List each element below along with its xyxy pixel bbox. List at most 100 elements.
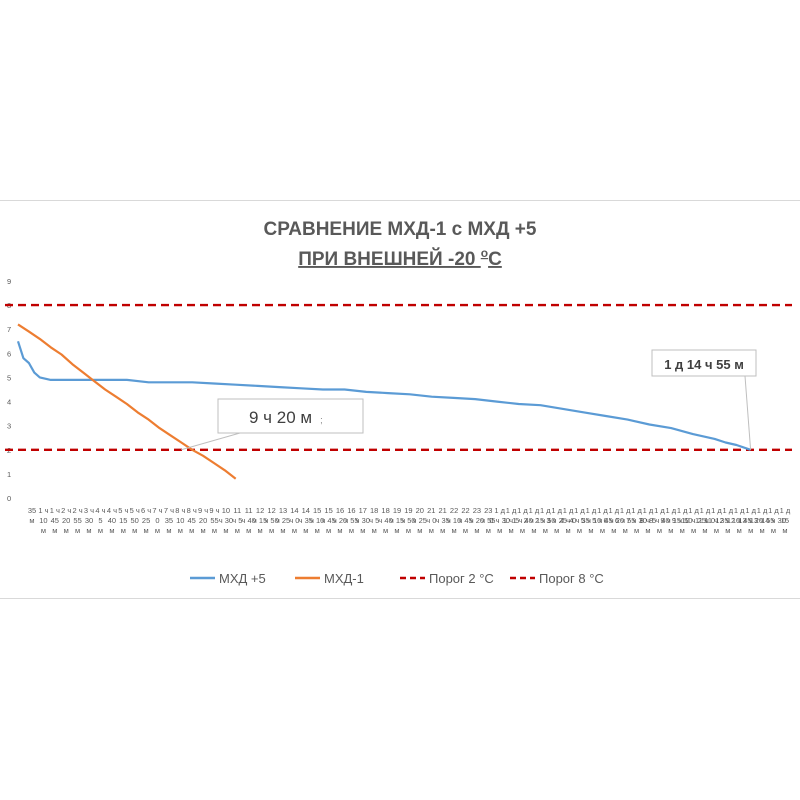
x-tick-label: м <box>52 526 57 535</box>
x-tick-label: м <box>668 526 673 535</box>
x-tick-label: 18 <box>381 506 389 515</box>
x-tick-label: 2 ч 15 <box>524 516 545 525</box>
x-tick-label: ч 10 <box>447 516 461 525</box>
callout-1d14h55m-leader <box>744 375 752 450</box>
x-tick-label: 1 д <box>665 506 676 515</box>
x-tick-label: ч 35 <box>436 516 450 525</box>
x-tick-label: м <box>657 526 662 535</box>
x-tick-label: м <box>588 526 593 535</box>
x-tick-label: 1 д <box>517 506 528 515</box>
x-tick-label: 5 ч <box>118 506 128 515</box>
x-tick-label: 10 <box>39 516 47 525</box>
x-tick-label: 11 <box>245 506 253 515</box>
x-tick-label: 21 <box>427 506 435 515</box>
x-tick-label: м <box>577 526 582 535</box>
chart-title-line-2-sup: о <box>481 246 488 260</box>
x-tick-label: м <box>486 526 491 535</box>
chart-title-line-2-unit: С <box>488 249 502 270</box>
x-tick-label: 1 д <box>597 506 608 515</box>
x-tick-label: м <box>303 526 308 535</box>
x-tick-label: 10 <box>176 516 184 525</box>
x-tick-label: 1 д <box>574 506 585 515</box>
x-tick-label: ч 45 <box>321 516 335 525</box>
x-tick-label: 1 д <box>711 506 722 515</box>
x-tick-label: 7 ч <box>164 506 174 515</box>
x-tick-label: 20 <box>416 506 424 515</box>
x-tick-label: 4 ч <box>107 506 117 515</box>
callout-1d14h55m-box <box>651 349 757 377</box>
x-tick-label: м <box>417 526 422 535</box>
x-tick-label: м <box>41 526 46 535</box>
x-tick-label: 8 ч <box>187 506 197 515</box>
x-tick-label: 5 ч <box>130 506 140 515</box>
y-tick-label: 4 <box>7 398 11 407</box>
x-tick-label: м <box>497 526 502 535</box>
x-tick-label: м <box>349 526 354 535</box>
chart-frame: СРАВНЕНИЕ МХД-1 с МХД +5 ПРИ ВНЕШНЕЙ -20… <box>0 200 800 599</box>
x-tick-label: м <box>680 526 685 535</box>
x-tick-label: 4 ч 0 <box>560 516 576 525</box>
callout-9h20m-box <box>217 398 364 434</box>
x-tick-label: 9 ч <box>198 506 208 515</box>
callout-9h20m-leader <box>181 432 241 451</box>
y-tick-label: 7 <box>7 325 11 334</box>
x-tick-label: 19 <box>393 506 401 515</box>
x-tick-label: 25 <box>142 516 150 525</box>
x-tick-label: м <box>509 526 514 535</box>
x-tick-label: ч 15 <box>253 516 267 525</box>
x-tick-label: 14 ч 30 <box>761 516 786 525</box>
x-tick-label: 1 д <box>608 506 619 515</box>
x-tick-label: 1 д <box>768 506 779 515</box>
x-tick-label: м <box>212 526 217 535</box>
x-tick-label: 6 ч <box>141 506 151 515</box>
x-tick-label: 11 ч 35 <box>704 516 728 525</box>
x-tick-label: 11 ч 0 <box>695 516 715 525</box>
x-tick-label: 13 ч 20 <box>738 516 763 525</box>
x-tick-label: м <box>440 526 445 535</box>
x-tick-label: 6 ч 55 <box>615 516 636 525</box>
x-tick-label: м <box>566 526 571 535</box>
callout-9h20m-text: 9 ч 20 м; <box>249 408 323 427</box>
x-tick-label: м <box>155 526 160 535</box>
x-tick-label: м <box>166 526 171 535</box>
x-tick-label: 16 <box>336 506 344 515</box>
x-tick-label: 8 ч 5 <box>640 516 656 525</box>
x-tick-label: м <box>109 526 114 535</box>
x-tick-label: 1 д <box>494 506 505 515</box>
x-tick-label: м <box>760 526 765 535</box>
series-line <box>17 323 237 480</box>
x-tick-label: ч 40 <box>378 516 392 525</box>
x-tick-label: ч 20 <box>333 516 347 525</box>
x-tick-label: 18 <box>370 506 378 515</box>
x-tick-label: 1 д <box>586 506 597 515</box>
x-tick-label: м <box>144 526 149 535</box>
x-tick-label: 1 д <box>631 506 642 515</box>
x-tick-label: м <box>725 526 730 535</box>
x-tick-label: м <box>645 526 650 535</box>
x-tick-label: 22 <box>461 506 469 515</box>
legend-label: МХД +5 <box>219 571 266 586</box>
x-tick-label: м <box>691 526 696 535</box>
x-tick-label: ч 5 <box>232 516 242 525</box>
x-tick-label: 12 ч 45 <box>727 516 752 525</box>
x-tick-label: 22 <box>450 506 458 515</box>
x-tick-label: м <box>178 526 183 535</box>
x-tick-label: 13 ч 55 <box>750 516 775 525</box>
x-tick-label: 15 <box>119 516 127 525</box>
x-tick-label: 12 <box>267 506 275 515</box>
x-tick-label: 3 ч <box>84 506 94 515</box>
callout-9h20m-value: 9 ч 20 м <box>249 408 312 427</box>
x-tick-label: 45 <box>51 516 59 525</box>
x-tick-label: 19 <box>404 506 412 515</box>
chart-svg: СРАВНЕНИЕ МХД-1 с МХД +5 ПРИ ВНЕШНЕЙ -20… <box>5 219 792 586</box>
chart-title: СРАВНЕНИЕ МХД-1 с МХД +5 ПРИ ВНЕШНЕЙ -20… <box>264 219 537 270</box>
x-tick-label: м <box>315 526 320 535</box>
x-tick-label: ч 40 <box>242 516 256 525</box>
x-tick-label: 15 <box>781 516 789 525</box>
x-tick-label: 1 д <box>654 506 665 515</box>
x-tick-label: ч 30 <box>356 516 370 525</box>
x-tick-label: 5 ч 10 <box>581 516 602 525</box>
x-tick-label: м <box>246 526 251 535</box>
x-tick-label: 0 ч 30 <box>489 516 510 525</box>
x-tick-label: 2 ч <box>61 506 71 515</box>
